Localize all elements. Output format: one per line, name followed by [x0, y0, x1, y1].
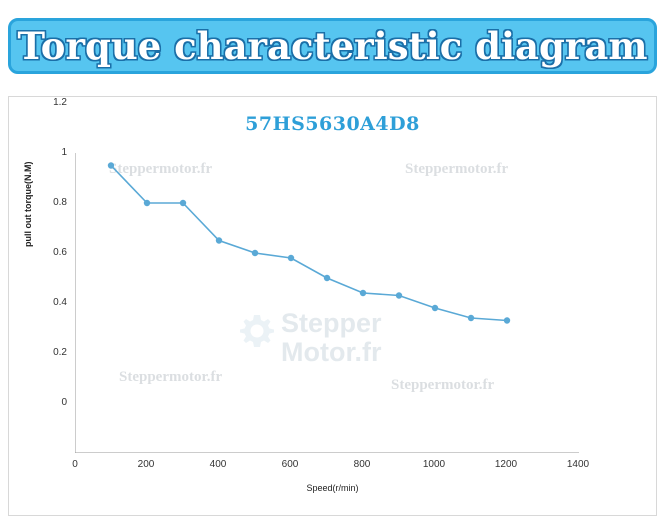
- x-tick-label: 1400: [566, 459, 590, 470]
- data-point: [359, 289, 367, 297]
- y-tick-label: 0.4: [53, 297, 67, 308]
- series-line: [110, 164, 508, 322]
- x-tick-label: 1200: [494, 459, 518, 470]
- data-point: [251, 249, 259, 257]
- y-tick-label: 0.2: [53, 347, 67, 358]
- data-point: [323, 274, 331, 282]
- y-tick-label: 0: [61, 397, 67, 408]
- data-point: [287, 254, 295, 262]
- x-tick-label: 600: [281, 459, 299, 470]
- y-tick-label: 1.2: [53, 97, 67, 108]
- x-tick-label: 0: [72, 459, 78, 470]
- y-tick-label: 0.8: [53, 197, 67, 208]
- data-point: [179, 199, 187, 207]
- title-banner: Torque characteristic diagram: [8, 18, 657, 74]
- data-point: [143, 199, 151, 207]
- plot-area: [75, 153, 579, 453]
- x-tick-label: 200: [137, 459, 155, 470]
- data-point: [431, 304, 439, 312]
- series-points: [107, 162, 511, 324]
- data-point: [467, 314, 475, 322]
- x-tick-label: 1000: [422, 459, 446, 470]
- data-point: [395, 292, 403, 299]
- x-tick-label: 400: [209, 459, 227, 470]
- chart-title: 57HS5630A4D8: [245, 113, 420, 135]
- data-point: [503, 317, 511, 324]
- torque-line-chart: [75, 153, 579, 453]
- chart-card: 57HS5630A4D8 Steppermotor.fr Steppermoto…: [8, 96, 657, 516]
- page-title: Torque characteristic diagram: [17, 24, 648, 68]
- y-tick-label: 0.6: [53, 247, 67, 258]
- x-axis-label: Speed(r/min): [306, 483, 359, 493]
- y-tick-label: 1: [61, 147, 67, 158]
- data-point: [107, 162, 115, 169]
- data-point: [215, 237, 223, 244]
- x-tick-label: 800: [353, 459, 371, 470]
